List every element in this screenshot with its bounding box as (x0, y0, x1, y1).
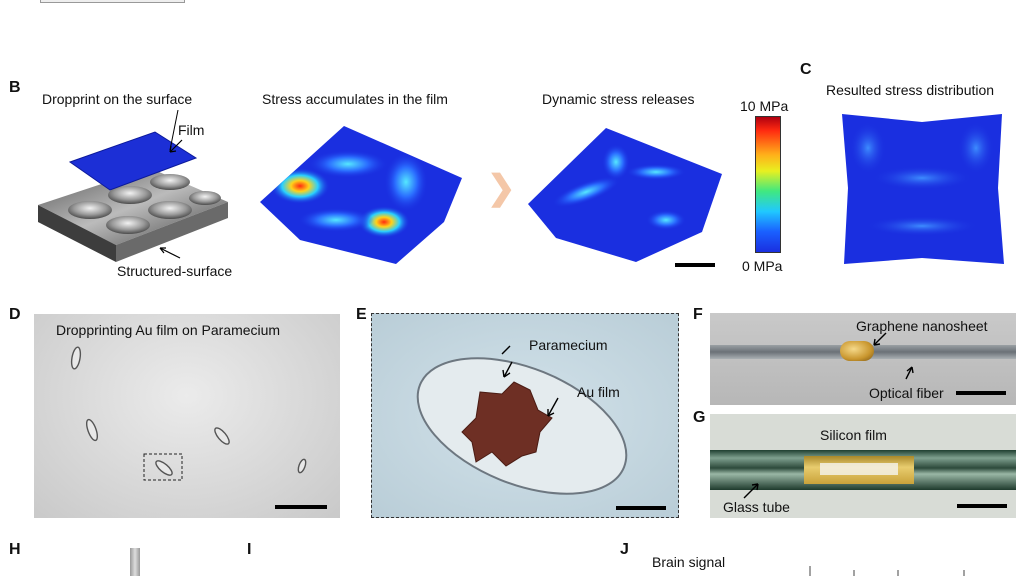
panel-label-i: I (247, 541, 252, 558)
caption-stress-releases: Dynamic stress releases (542, 91, 695, 107)
glass-tube-label: Glass tube (723, 499, 790, 515)
paramecium-arrow (503, 361, 513, 378)
dropprint-illustration (38, 110, 228, 262)
graphene-nanosheet (840, 341, 874, 361)
au-film-patch (461, 381, 553, 467)
paramecium-zoom-micrograph: Paramecium Au film (371, 313, 679, 518)
au-film-label: Au film (577, 384, 620, 400)
blue-film (68, 131, 198, 191)
panel-label-b: B (9, 79, 21, 96)
graphene-label: Graphene nanosheet (856, 318, 988, 334)
au-film-arrow (547, 397, 559, 417)
top-clipped-frame (40, 0, 185, 3)
paramecium-micrograph: Dropprinting Au film on Paramecium (34, 314, 340, 518)
chevron-right-icon: ❯ (487, 169, 516, 207)
panel-label-c: C (800, 61, 812, 78)
surface-arrow (159, 247, 181, 259)
caption-resulted-stress: Resulted stress distribution (826, 82, 995, 98)
probe-shape (130, 548, 140, 576)
stress-accumulated-map (260, 126, 462, 264)
film-arrow (169, 139, 183, 153)
stress-released-map (528, 128, 722, 262)
scale-bar-e (616, 506, 666, 510)
panel-label-g: G (693, 409, 706, 426)
colorbar-min-label: 0 MPa (742, 258, 783, 274)
structured-surface-label: Structured-surface (117, 263, 233, 279)
structured-surface (38, 168, 228, 262)
panel-label-e: E (356, 306, 367, 323)
brain-signal-axis-ticks (809, 566, 965, 576)
glass-tube-micrograph: Silicon film Glass tube (710, 414, 1016, 518)
scale-bar-f (956, 391, 1006, 395)
panel-label-f: F (693, 306, 703, 323)
scale-bar-d (275, 505, 327, 509)
caption-dropprint: Dropprint on the surface (42, 91, 193, 107)
zoom-region-box (143, 453, 183, 481)
paramecium-label: Paramecium (529, 337, 608, 353)
caption-brain-signal: Brain signal (652, 554, 726, 570)
panel-label-h: H (9, 541, 21, 558)
caption-dropprinting: Dropprinting Au film on Paramecium (56, 322, 281, 338)
silicon-film-label: Silicon film (820, 427, 887, 443)
colorbar (755, 116, 781, 253)
scale-bar-g (957, 504, 1007, 508)
film-label: Film (178, 122, 205, 138)
optical-fiber-micrograph: Graphene nanosheet Optical fiber (710, 313, 1016, 405)
optical-fiber-label: Optical fiber (869, 385, 944, 401)
stress-distribution-map (842, 114, 1004, 264)
panel-label-j: J (620, 541, 629, 558)
scale-bar-b (675, 263, 715, 267)
panel-label-d: D (9, 306, 21, 323)
colorbar-max-label: 10 MPa (740, 98, 789, 114)
caption-stress-accumulates: Stress accumulates in the film (262, 91, 448, 107)
